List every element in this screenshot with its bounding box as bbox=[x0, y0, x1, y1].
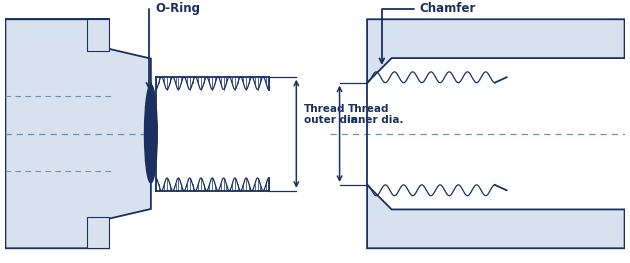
Text: Thread
inner dia.: Thread inner dia. bbox=[347, 104, 404, 125]
Text: Thread
outer dia.: Thread outer dia. bbox=[304, 104, 362, 125]
Polygon shape bbox=[367, 185, 624, 248]
Polygon shape bbox=[6, 19, 151, 248]
Polygon shape bbox=[87, 217, 108, 248]
Text: Chamfer: Chamfer bbox=[379, 2, 476, 63]
Polygon shape bbox=[367, 19, 624, 83]
Polygon shape bbox=[6, 19, 108, 248]
Text: O-Ring: O-Ring bbox=[147, 2, 200, 88]
Polygon shape bbox=[87, 19, 108, 51]
Ellipse shape bbox=[144, 85, 158, 183]
